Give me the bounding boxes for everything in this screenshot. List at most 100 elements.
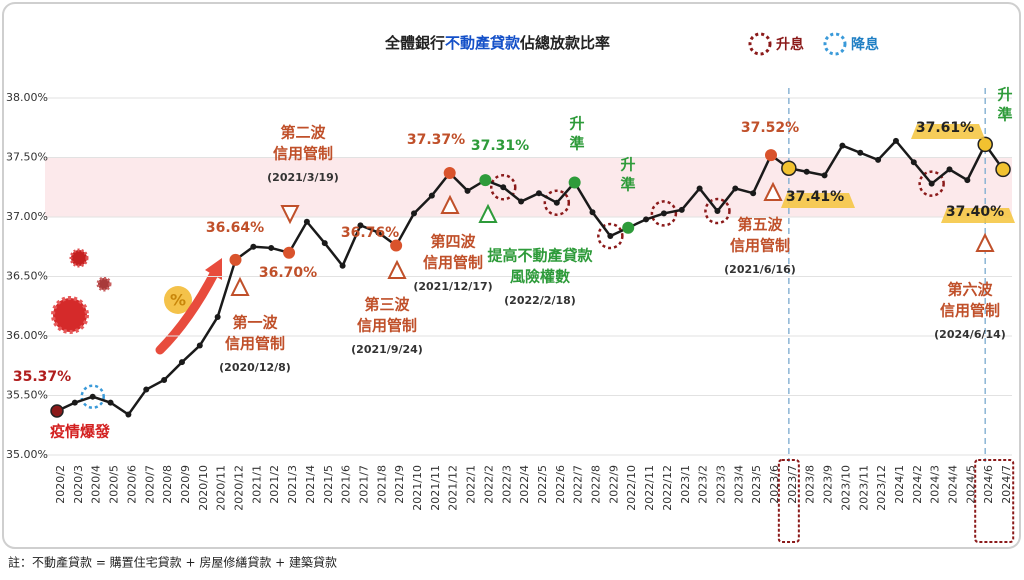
data-point — [500, 184, 507, 191]
x-tick-label: 2022/5 — [536, 465, 549, 504]
data-point — [375, 229, 382, 236]
annotation-text: 準 — [569, 135, 584, 153]
x-tick-label: 2021/11 — [429, 465, 442, 511]
x-tick-label: 2020/4 — [90, 465, 103, 504]
data-point — [518, 198, 525, 205]
value-label: 37.31% — [471, 138, 529, 154]
data-point — [589, 209, 596, 216]
frame — [2, 2, 1021, 549]
rate-cut-circle — [80, 384, 105, 409]
data-point — [443, 166, 456, 179]
annotation-text: 第四波 — [430, 233, 476, 251]
legend-label: 降息 — [851, 36, 879, 53]
x-tick-label: 2021/9 — [393, 465, 406, 504]
rate-hike-circle — [704, 197, 731, 225]
annotation-date: (2021/9/24) — [351, 343, 423, 356]
data-point — [50, 404, 64, 418]
y-tick-label: 37.00% — [6, 210, 48, 223]
data-point — [839, 142, 846, 149]
data-point — [143, 386, 150, 393]
data-point — [196, 342, 203, 349]
data-point — [622, 221, 635, 234]
data-point — [714, 208, 721, 215]
data-point — [821, 172, 828, 179]
data-point — [428, 192, 435, 199]
x-tick-label: 2021/4 — [304, 465, 317, 504]
annotation-text: 提高不動產貸款 — [487, 247, 593, 265]
y-tick-label: 38.00% — [6, 91, 48, 104]
annotation-date: (2022/2/18) — [504, 294, 576, 307]
x-tick-label: 2020/10 — [197, 465, 210, 511]
data-point — [283, 246, 296, 259]
value-label: 37.37% — [407, 132, 465, 148]
x-tick-label: 2023/7 — [786, 465, 799, 504]
data-point — [229, 253, 242, 266]
data-point — [765, 149, 777, 162]
rate-hike-circle — [918, 170, 945, 197]
annotation-text: 信用管制 — [225, 335, 285, 353]
y-tick-label: 36.00% — [6, 329, 48, 342]
chart-title: 全體銀行不動產貸款佔總放款比率 — [384, 34, 610, 52]
x-tick-label: 2020/8 — [161, 465, 174, 504]
data-point — [321, 240, 328, 247]
annotation-text: 第五波 — [737, 216, 783, 234]
annotation-date: (2020/12/8) — [219, 361, 291, 374]
x-tick-label: 2022/3 — [500, 465, 513, 504]
data-point — [214, 313, 221, 320]
value-label: 36.70% — [259, 265, 317, 281]
x-tick-label: 2023/4 — [732, 465, 745, 504]
x-tick-label: 2020/2 — [54, 465, 67, 504]
label-highlight — [911, 124, 985, 139]
data-point — [250, 243, 257, 250]
annotation-text: 信用管制 — [730, 237, 790, 255]
data-point — [89, 393, 96, 400]
x-tick-label: 2023/10 — [839, 465, 852, 511]
percent-icon: % — [155, 258, 222, 355]
event-triangle — [280, 205, 300, 225]
x-tick-label: 2023/8 — [804, 465, 817, 504]
x-tick-label: 2023/12 — [875, 465, 888, 511]
data-point — [977, 136, 993, 153]
footnote: 註：不動產貸款 = 購置住宅貸款 + 房屋修繕貸款 + 建築貸款 — [8, 555, 337, 570]
data-point — [411, 210, 417, 217]
date-box — [974, 459, 1015, 543]
annotation-text: 第三波 — [364, 296, 410, 314]
x-tick-label: 2020/12 — [233, 465, 246, 511]
data-point — [390, 239, 403, 252]
rate-hike-circle — [597, 222, 624, 250]
annotation-text: 疫情爆發 — [50, 423, 111, 441]
annotation-text: 信用管制 — [357, 317, 417, 335]
event-triangle — [440, 194, 460, 214]
x-tick-label: 2020/5 — [108, 465, 121, 504]
data-point — [964, 177, 971, 184]
annotation-text: 信用管制 — [423, 254, 483, 272]
x-tick-label: 2024/2 — [911, 465, 924, 504]
data-point — [107, 399, 114, 406]
x-tick-label: 2023/2 — [697, 465, 710, 504]
x-tick-label: 2023/9 — [822, 465, 835, 504]
annotation-text: 準 — [997, 106, 1012, 124]
annotation-text: 升 — [569, 115, 584, 133]
x-tick-label: 2021/8 — [375, 465, 388, 504]
value-label: 37.40% — [946, 204, 1004, 220]
x-tick-label: 2023/3 — [714, 465, 727, 504]
event-triangle — [763, 181, 783, 201]
event-triangle — [975, 232, 995, 252]
x-tick-label: 2021/2 — [268, 465, 281, 504]
event-triangle — [230, 276, 250, 296]
data-point — [178, 359, 185, 366]
rate-hike-circle — [490, 174, 517, 201]
x-tick-label: 2020/7 — [143, 465, 156, 504]
value-label: 37.61% — [916, 120, 974, 136]
annotation-date: (2021/3/19) — [267, 171, 339, 184]
x-tick-label: 2022/6 — [554, 465, 567, 504]
svg-text:%: % — [170, 291, 186, 310]
date-box — [777, 459, 800, 543]
annotation-text: 風險權數 — [510, 268, 570, 286]
data-point — [357, 222, 364, 229]
x-tick-label: 2021/3 — [286, 465, 299, 504]
x-tick-label: 2023/11 — [857, 465, 870, 511]
x-tick-label: 2022/1 — [465, 465, 478, 504]
annotation-text: 信用管制 — [273, 145, 333, 163]
